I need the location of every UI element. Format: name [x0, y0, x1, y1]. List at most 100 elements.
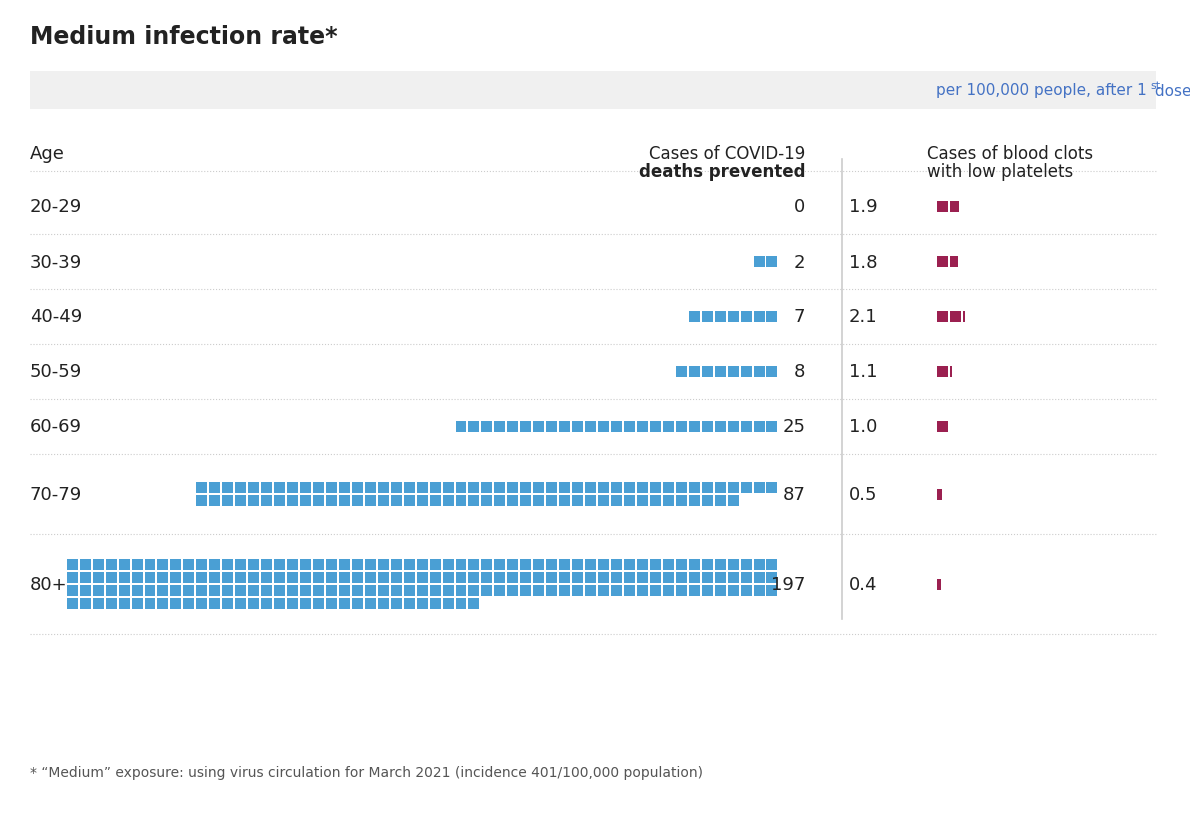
Text: 87: 87	[783, 486, 806, 504]
Bar	[67, 598, 77, 609]
Bar	[274, 482, 286, 493]
Bar	[663, 482, 674, 493]
Bar	[950, 256, 958, 268]
Bar	[482, 482, 493, 493]
Bar	[546, 586, 557, 596]
Bar	[702, 572, 713, 583]
Bar	[520, 559, 531, 570]
Bar	[377, 495, 389, 506]
Bar	[352, 572, 363, 583]
Bar	[80, 559, 90, 570]
Bar	[546, 482, 557, 493]
Bar	[80, 572, 90, 583]
Bar	[559, 495, 570, 506]
Bar	[715, 559, 726, 570]
Bar	[170, 586, 181, 596]
Text: 1.8: 1.8	[848, 253, 877, 271]
Bar	[740, 422, 752, 432]
Bar	[520, 586, 531, 596]
Bar	[585, 495, 596, 506]
Text: 2.1: 2.1	[848, 308, 877, 326]
Bar	[689, 311, 700, 323]
Bar	[610, 586, 622, 596]
Bar	[274, 572, 286, 583]
Bar	[144, 598, 156, 609]
Bar	[546, 559, 557, 570]
Text: Age: Age	[30, 145, 64, 163]
Text: 20-29: 20-29	[30, 198, 82, 216]
Bar	[559, 422, 570, 432]
Bar	[740, 367, 752, 378]
Bar	[390, 586, 402, 596]
Bar	[533, 422, 544, 432]
Bar	[559, 559, 570, 570]
Bar	[287, 559, 298, 570]
Bar	[610, 559, 622, 570]
Bar	[469, 559, 480, 570]
Bar	[546, 572, 557, 583]
Bar	[430, 586, 440, 596]
Bar	[727, 559, 739, 570]
Bar	[469, 422, 480, 432]
Bar	[937, 256, 948, 268]
Bar	[676, 367, 687, 378]
Text: * “Medium” exposure: using virus circulation for March 2021 (incidence 401/100,0: * “Medium” exposure: using virus circula…	[30, 765, 703, 779]
Bar	[326, 598, 337, 609]
Bar	[313, 598, 324, 609]
Bar	[352, 586, 363, 596]
Text: 40-49: 40-49	[30, 308, 82, 326]
Text: 80+: 80+	[30, 575, 68, 593]
Text: 70-79: 70-79	[30, 486, 82, 504]
Bar	[223, 482, 233, 493]
Bar	[326, 482, 337, 493]
Bar	[520, 422, 531, 432]
Bar	[715, 572, 726, 583]
Bar	[610, 572, 622, 583]
Bar	[740, 311, 752, 323]
Bar	[209, 482, 220, 493]
Bar	[753, 256, 764, 268]
Bar	[106, 598, 117, 609]
Bar	[599, 482, 609, 493]
Bar	[507, 586, 519, 596]
Bar	[196, 559, 207, 570]
Bar	[261, 495, 273, 506]
Bar	[572, 572, 583, 583]
Bar	[507, 422, 519, 432]
Bar	[416, 586, 427, 596]
Bar	[416, 559, 427, 570]
Bar	[533, 482, 544, 493]
Bar	[766, 367, 777, 378]
Bar	[715, 367, 726, 378]
Bar	[132, 598, 143, 609]
Bar	[494, 482, 506, 493]
Bar	[610, 482, 622, 493]
Bar	[482, 586, 493, 596]
Bar	[727, 422, 739, 432]
Bar	[937, 489, 942, 500]
Bar	[624, 482, 635, 493]
Bar	[585, 482, 596, 493]
Bar	[676, 495, 687, 506]
Bar	[702, 559, 713, 570]
Bar	[144, 559, 156, 570]
Bar	[533, 572, 544, 583]
Bar	[223, 586, 233, 596]
Bar	[157, 598, 169, 609]
Text: dose: dose	[1150, 84, 1190, 98]
Bar	[403, 586, 414, 596]
Bar	[572, 482, 583, 493]
Bar	[287, 482, 298, 493]
Bar	[766, 572, 777, 583]
Bar	[132, 559, 143, 570]
Bar	[715, 422, 726, 432]
Bar	[313, 559, 324, 570]
Bar	[119, 598, 130, 609]
Bar	[352, 495, 363, 506]
Bar	[469, 598, 480, 609]
Text: 7: 7	[794, 308, 806, 326]
Bar	[261, 559, 273, 570]
Bar	[650, 482, 660, 493]
Bar	[766, 256, 777, 268]
Bar	[663, 586, 674, 596]
